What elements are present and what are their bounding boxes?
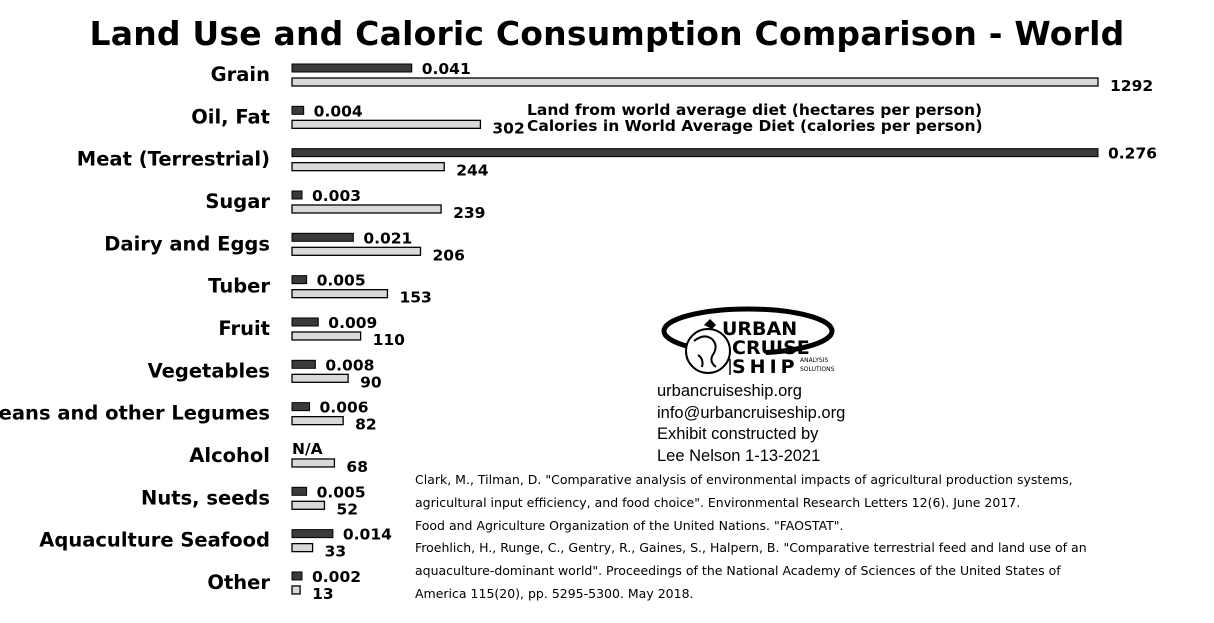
logo-text-urban: URBAN [722, 318, 797, 340]
data-label-land: N/A [292, 440, 323, 458]
data-label-calories: 1292 [1110, 77, 1153, 95]
reference-line: Food and Agriculture Organization of the… [415, 517, 844, 533]
data-label-land: 0.021 [363, 229, 412, 247]
category-label: Beans and other Legumes [0, 402, 270, 425]
contact-email: info@urbancruiseship.org [657, 403, 846, 422]
legend-entry-calories: Calories in World Average Diet (calories… [527, 117, 983, 135]
category-label: Aquaculture Seafood [39, 529, 270, 552]
data-label-land: 0.008 [325, 356, 374, 374]
bar-land [291, 232, 354, 242]
bar-calories [291, 204, 442, 214]
category-label: Tuber [208, 275, 270, 298]
data-label-land: 0.002 [312, 568, 361, 586]
reference-line: Froehlich, H., Runge, C., Gentry, R., Ga… [415, 540, 1087, 556]
data-label-calories: 302 [492, 119, 524, 137]
data-label-calories: 206 [433, 246, 465, 264]
bar-land [291, 317, 319, 327]
data-label-land: 0.005 [317, 272, 366, 290]
legend: Land from world average diet (hectares p… [527, 102, 983, 134]
bar-calories [291, 246, 422, 256]
data-label-calories: 239 [453, 204, 485, 222]
category-label: Other [207, 571, 270, 594]
bar-land [291, 571, 303, 581]
category-label: Fruit [218, 317, 270, 340]
bar-calories [291, 585, 301, 595]
bar-land [291, 402, 311, 412]
data-label-land: 0.005 [317, 483, 366, 501]
data-label-land: 0.006 [320, 399, 369, 417]
bar-calories [291, 77, 1099, 87]
bar-calories [291, 162, 445, 172]
contact-website: urbancruiseship.org [657, 382, 802, 400]
legend-entry-land: Land from world average diet (hectares p… [527, 101, 983, 119]
bar-land [291, 275, 308, 285]
bar-calories [291, 415, 344, 426]
reference-line: Clark, M., Tilman, D. "Comparative analy… [415, 472, 1073, 487]
category-label: Dairy and Eggs [104, 232, 270, 255]
contact-credit: Exhibit constructed by [657, 425, 819, 443]
data-label-land: 0.041 [422, 60, 471, 78]
bar-land [291, 190, 303, 200]
bar-calories [291, 542, 314, 553]
category-label: Grain [211, 63, 270, 86]
bar-calories [291, 331, 362, 341]
chart-title: Land Use and Caloric Consumption Compari… [89, 14, 1125, 53]
data-label-calories: 153 [399, 289, 431, 307]
data-label-calories: 244 [456, 162, 489, 180]
bar-land [291, 148, 1099, 158]
urban-cruise-ship-logo: URBAN CRUISE SHIP ANALYSIS SOLUTIONS [661, 306, 835, 378]
data-label-land: 0.003 [312, 187, 361, 205]
category-label: Sugar [205, 190, 270, 213]
category-label: Nuts, seeds [141, 486, 270, 509]
contact-info: urbancruiseship.org info@urbancruiseship… [657, 381, 845, 467]
category-label: Oil, Fat [191, 105, 270, 128]
logo-sub-analysis: ANALYSIS [800, 357, 828, 364]
bar-calories [291, 500, 326, 510]
references: Clark, M., Tilman, D. "Comparative analy… [415, 469, 1087, 606]
data-label-calories: 13 [312, 585, 334, 603]
chart-title-wrap: Land Use and Caloric Consumption Compari… [0, 0, 1214, 60]
data-label-calories: 33 [325, 543, 347, 561]
reference-line: aquaculture-dominant world". Proceedings… [415, 563, 1061, 579]
bar-land [291, 529, 334, 539]
data-label-land: 0.009 [328, 314, 377, 332]
data-label-land: 0.014 [343, 526, 392, 544]
reference-line: agricultural input efficiency, and food … [415, 494, 1021, 510]
data-label-land: 0.276 [1108, 145, 1157, 163]
bar-calories [291, 119, 482, 129]
logo-text-cruise: CRUISE [732, 337, 810, 359]
category-label: Meat (Terrestrial) [77, 148, 270, 171]
bar-land [291, 105, 305, 115]
bar-land [291, 486, 308, 496]
logo-sub-solutions: SOLUTIONS [800, 366, 835, 373]
bar-calories [291, 288, 389, 299]
data-label-calories: 82 [355, 416, 377, 434]
data-label-land: 0.004 [314, 102, 363, 120]
logo-text-ship: SHIP [732, 356, 799, 378]
contact-author-date: Lee Nelson 1-13-2021 [657, 446, 821, 465]
data-label-calories: 90 [360, 373, 382, 391]
category-label: Vegetables [148, 359, 270, 382]
reference-line: America 115(20), pp. 5295-5300. May 2018… [415, 585, 694, 601]
data-label-calories: 68 [346, 458, 368, 476]
category-label: Alcohol [189, 444, 270, 467]
bar-land [291, 359, 316, 369]
data-label-calories: 110 [373, 331, 406, 349]
data-label-calories: 52 [336, 500, 358, 518]
bar-calories [291, 458, 336, 468]
bar-calories [291, 373, 349, 383]
bar-land [291, 63, 413, 73]
